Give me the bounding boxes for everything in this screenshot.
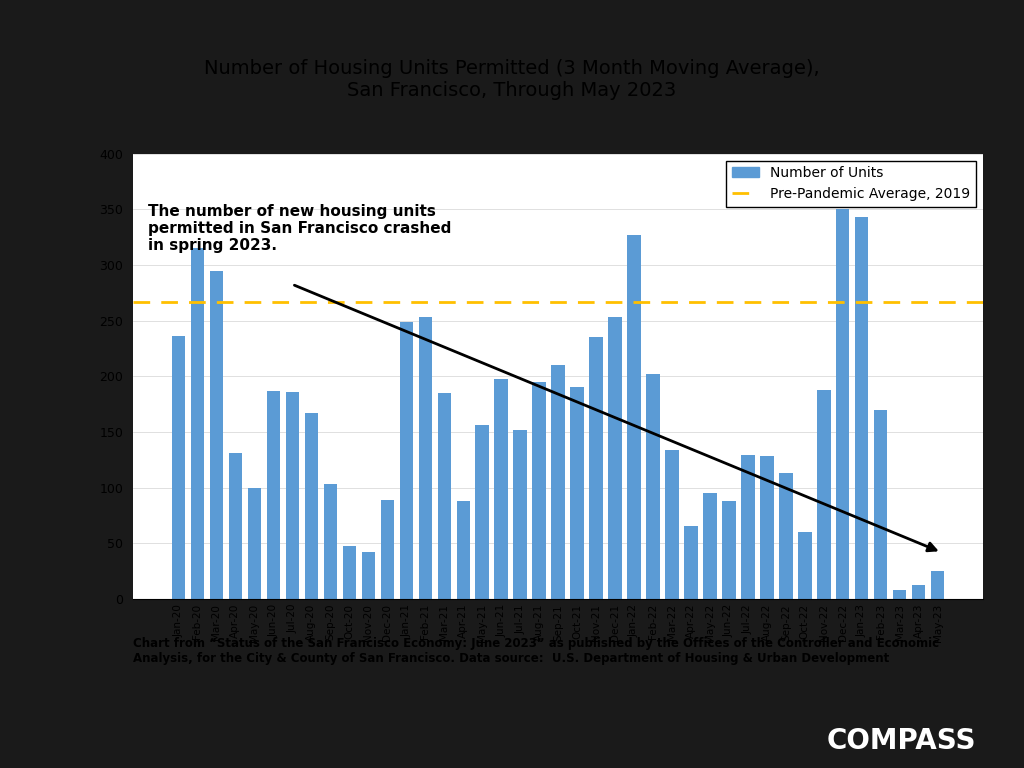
Bar xyxy=(532,382,546,599)
Bar xyxy=(361,552,375,599)
Bar xyxy=(437,393,451,599)
Bar xyxy=(190,248,204,599)
Bar xyxy=(684,525,697,599)
Bar xyxy=(324,485,337,599)
Bar xyxy=(799,532,811,599)
Legend: Number of Units, Pre-Pandemic Average, 2019: Number of Units, Pre-Pandemic Average, 2… xyxy=(726,161,976,207)
Text: COMPASS: COMPASS xyxy=(826,727,976,755)
Bar xyxy=(590,337,603,599)
Bar xyxy=(912,584,926,599)
Bar xyxy=(248,488,261,599)
Bar xyxy=(931,571,944,599)
Bar xyxy=(228,453,242,599)
Bar xyxy=(722,501,735,599)
Bar xyxy=(855,217,868,599)
Bar xyxy=(570,388,584,599)
Bar xyxy=(837,209,850,599)
Bar xyxy=(513,430,526,599)
Bar xyxy=(646,374,659,599)
Bar xyxy=(381,500,394,599)
Bar xyxy=(172,336,185,599)
Bar xyxy=(874,410,888,599)
Bar xyxy=(760,456,773,599)
Bar xyxy=(305,413,317,599)
Bar xyxy=(266,391,280,599)
Bar xyxy=(779,473,793,599)
Bar xyxy=(666,450,679,599)
Bar xyxy=(628,235,641,599)
Bar xyxy=(817,389,830,599)
Bar xyxy=(210,270,223,599)
Bar xyxy=(703,493,717,599)
Bar xyxy=(343,545,356,599)
Bar xyxy=(552,366,564,599)
Bar xyxy=(399,322,413,599)
Text: Number of Housing Units Permitted (3 Month Moving Average),
San Francisco, Throu: Number of Housing Units Permitted (3 Mon… xyxy=(204,59,820,100)
Bar xyxy=(419,317,432,599)
Bar xyxy=(893,590,906,599)
Bar xyxy=(608,317,622,599)
Bar xyxy=(495,379,508,599)
Bar xyxy=(286,392,299,599)
Text: Chart from “Status of the San Francisco Economy: June 2023” as published by the : Chart from “Status of the San Francisco … xyxy=(133,637,939,665)
Bar xyxy=(475,425,488,599)
Bar xyxy=(457,501,470,599)
Text: The number of new housing units
permitted in San Francisco crashed
in spring 202: The number of new housing units permitte… xyxy=(148,204,452,253)
Bar xyxy=(741,455,755,599)
